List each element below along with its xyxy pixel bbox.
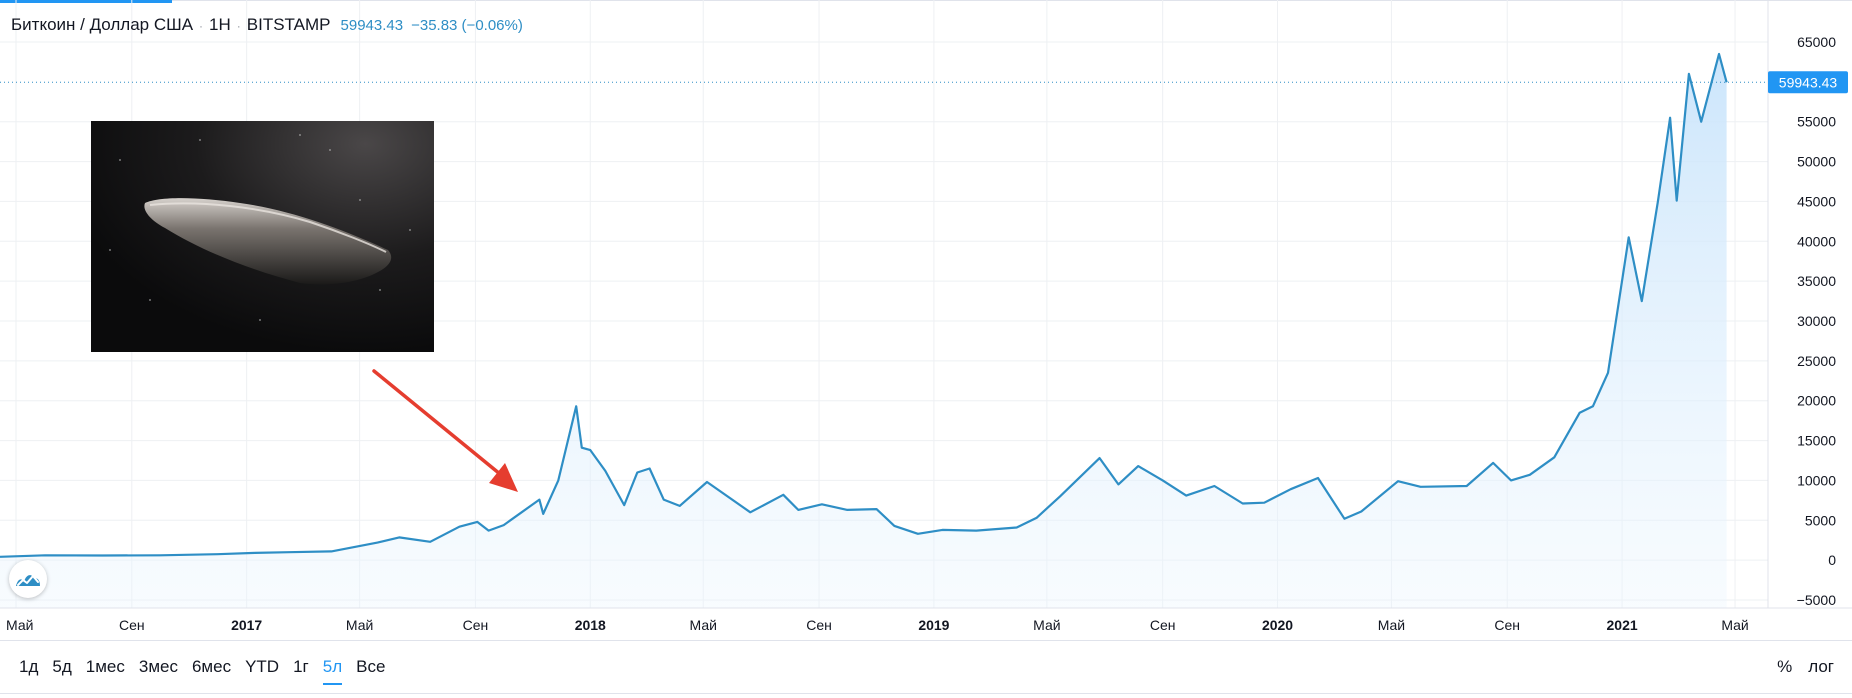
price-tick-label: 10000 [1797, 472, 1836, 488]
time-tick-label: Май [6, 617, 33, 633]
time-tick-label: Сен [806, 617, 832, 633]
last-price-tag-label: 59943.43 [1779, 74, 1838, 90]
range-button[interactable]: Все [356, 657, 386, 676]
time-tick-label: Май [690, 617, 717, 633]
time-tick-label: Сен [119, 617, 145, 633]
price-axis[interactable]: 6500055000500004500040000350003000025000… [1767, 0, 1848, 608]
time-axis[interactable]: Май Сен 2017 Май Сен 2018 Май Сен 2019 Май Сен 2020… [0, 607, 1852, 633]
exchange-label[interactable]: BITSTAMP [246, 15, 331, 34]
range-button[interactable]: 1мес [85, 657, 125, 676]
range-button[interactable]: 1д [19, 657, 39, 676]
time-tick-label: Май [1378, 617, 1405, 633]
time-tick-label: 2019 [918, 617, 949, 633]
scale-options: % лог [1769, 641, 1842, 693]
cloud-chart-icon [16, 575, 40, 586]
range-button[interactable]: 6мес [191, 657, 232, 676]
price-tick-label: 0 [1828, 552, 1836, 568]
red-arrow-annotation [372, 369, 518, 492]
price-line [0, 52, 1728, 558]
bottom-toolbar: 1д 5д 1мес 3мес 6мес YTD 1г 5л Все % лог [0, 640, 1852, 694]
price-tick-label: 40000 [1797, 233, 1836, 249]
star [199, 139, 201, 141]
price-tick-label: 15000 [1797, 433, 1836, 449]
time-tick-label: 2018 [575, 617, 606, 633]
time-tick-label: Сен [1150, 617, 1176, 633]
price-tick-label: 35000 [1797, 273, 1836, 289]
price-tick-label: 65000 [1797, 34, 1836, 50]
current-price: 59943.43 [340, 17, 404, 34]
separator: · [236, 19, 241, 33]
symbol-name[interactable]: Биткоин / Доллар США [11, 15, 194, 34]
price-area-fill [0, 54, 1727, 608]
price-tick-label: 45000 [1797, 193, 1836, 209]
time-tick-label: 2017 [231, 617, 262, 633]
star [299, 134, 301, 136]
price-chart[interactable]: 6500055000500004500040000350003000025000… [0, 0, 1852, 640]
chart-legend-header: Биткоин / Доллар США · 1H · BITSTAMP 599… [11, 15, 523, 37]
tradingview-logo-icon[interactable] [9, 560, 47, 598]
asteroid-oumuamua-image [91, 121, 434, 352]
top-border [172, 0, 1852, 1]
range-button[interactable]: 1г [293, 657, 309, 676]
range-button[interactable]: 5д [52, 657, 72, 676]
price-tick-label: −5000 [1797, 592, 1837, 608]
last-price-tag [1768, 71, 1848, 94]
star [409, 229, 411, 231]
star [329, 149, 331, 151]
time-tick-label: Сен [1494, 617, 1520, 633]
time-tick-label: 2020 [1262, 617, 1293, 633]
range-button[interactable]: 3мес [138, 657, 178, 676]
top-accent-bar [0, 0, 172, 3]
range-button[interactable]: 5л [316, 653, 349, 685]
price-tick-label: 50000 [1797, 154, 1836, 170]
price-tick-label: 30000 [1797, 313, 1836, 329]
range-button[interactable]: YTD [245, 657, 280, 676]
star [359, 199, 361, 201]
time-tick-label: Сен [463, 617, 489, 633]
time-tick-label: Май [346, 617, 373, 633]
time-tick-label: Май [1033, 617, 1060, 633]
date-range-selector: 1д 5д 1мес 3мес 6мес YTD 1г 5л Все [12, 641, 392, 693]
asteroid-highlight [149, 202, 387, 253]
star [259, 319, 261, 321]
star [379, 289, 381, 291]
price-tick-label: 25000 [1797, 353, 1836, 369]
star [109, 249, 111, 251]
price-tick-label: 55000 [1797, 114, 1836, 130]
time-tick-label: 2021 [1607, 617, 1638, 633]
annotation-layer [0, 81, 1768, 492]
chart-plot-area [0, 52, 1728, 608]
price-change: −35.83 (−0.06%) [411, 17, 523, 34]
arrow-shaft [372, 369, 502, 476]
star [149, 299, 151, 301]
log-scale-button[interactable]: лог [1808, 657, 1834, 676]
price-tick-label: 20000 [1797, 393, 1836, 409]
separator: · [199, 19, 204, 33]
arrow-head [489, 463, 518, 492]
percent-scale-button[interactable]: % [1777, 657, 1793, 676]
star [119, 159, 121, 161]
asteroid-shape [144, 198, 392, 285]
interval-label[interactable]: 1H [209, 15, 231, 34]
price-tick-label: 5000 [1805, 512, 1836, 528]
time-tick-label: Май [1721, 617, 1748, 633]
